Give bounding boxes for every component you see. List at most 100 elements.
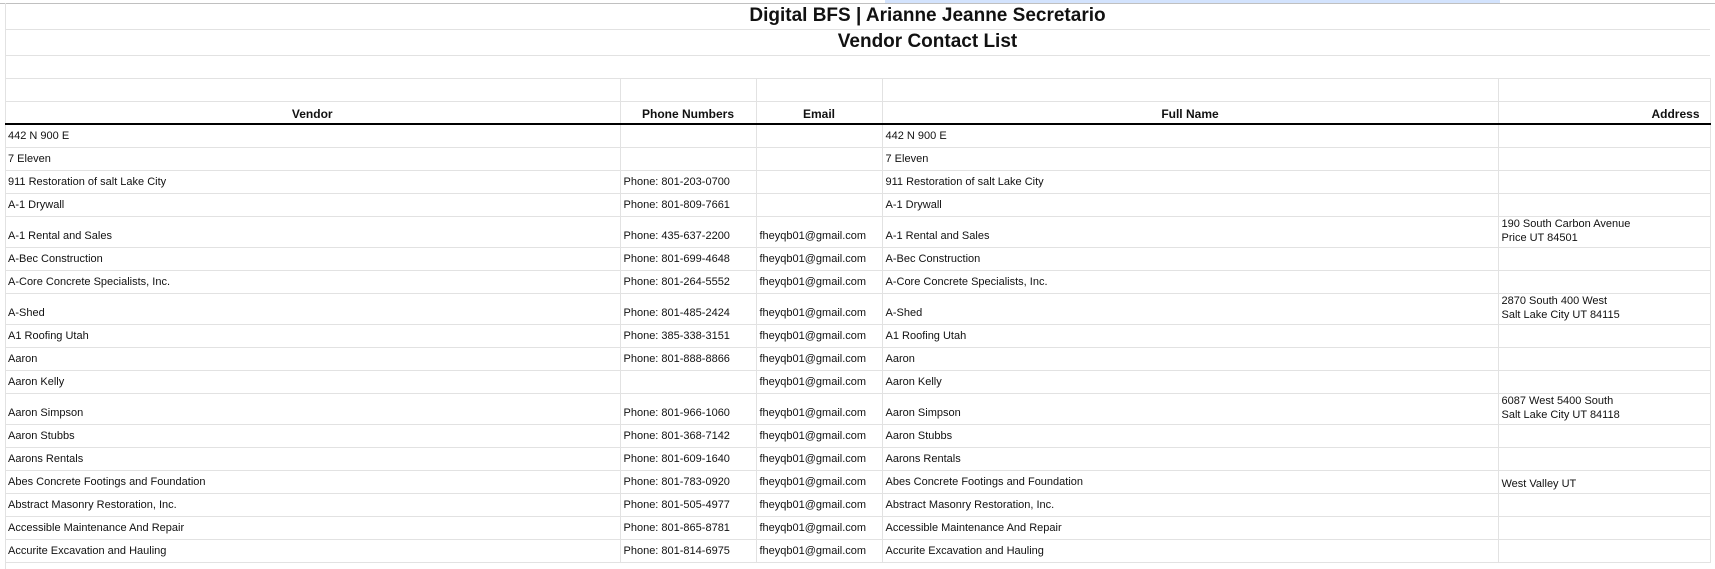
cell-phone[interactable]: Phone: 801-783-0920 (620, 470, 757, 494)
cell-full-name[interactable]: Aarons Rentals (882, 447, 1499, 471)
cell-full-name[interactable]: Aaron Simpson (882, 393, 1499, 425)
cell-phone[interactable]: Phone: 435-637-2200 (620, 216, 757, 248)
cell-address[interactable] (1498, 324, 1711, 348)
cell-address[interactable] (1498, 124, 1711, 148)
cell-full-name[interactable]: Aaron Stubbs (882, 424, 1499, 448)
cell-phone[interactable]: Phone: 801-809-7661 (620, 193, 757, 217)
cell-email[interactable]: fheyqb01@gmail.com (756, 216, 883, 248)
cell-email[interactable] (756, 193, 883, 217)
cell-full-name[interactable]: A-Shed (882, 293, 1499, 325)
cell-full-name[interactable]: 442 N 900 E (882, 124, 1499, 148)
cell-address[interactable] (1498, 170, 1711, 194)
cell-phone[interactable]: Phone: 801-888-8866 (620, 347, 757, 371)
cell-email[interactable]: fheyqb01@gmail.com (756, 424, 883, 448)
cell-vendor[interactable]: A-Bec Construction (5, 247, 621, 271)
cell-vendor[interactable]: 911 Restoration of salt Lake City (5, 170, 621, 194)
cell-address[interactable] (1498, 147, 1711, 171)
cell-full-name[interactable]: Abstract Masonry Restoration, Inc. (882, 493, 1499, 517)
empty-cell[interactable] (1498, 78, 1711, 102)
cell-full-name[interactable]: A-1 Drywall (882, 193, 1499, 217)
header-phone-numbers[interactable]: Phone Numbers (620, 101, 757, 125)
cell-full-name[interactable]: Accessible Maintenance And Repair (882, 516, 1499, 540)
cell-vendor[interactable]: Accessible Maintenance And Repair (5, 516, 621, 540)
cell-email[interactable]: fheyqb01@gmail.com (756, 270, 883, 294)
empty-cell[interactable] (620, 78, 757, 102)
header-full-name[interactable]: Full Name (882, 101, 1499, 125)
cell-address[interactable] (1498, 516, 1711, 540)
cell-full-name[interactable]: A-Bec Construction (882, 247, 1499, 271)
cell-phone[interactable] (620, 124, 757, 148)
cell-vendor[interactable]: 442 N 900 E (5, 124, 621, 148)
empty-cell[interactable] (882, 78, 1499, 102)
cell-address[interactable] (1498, 270, 1711, 294)
cell-email[interactable]: fheyqb01@gmail.com (756, 247, 883, 271)
cell-vendor[interactable]: Aaron (5, 347, 621, 371)
cell-email[interactable] (756, 147, 883, 171)
cell-vendor[interactable]: Aaron Kelly (5, 370, 621, 394)
cell-address[interactable] (1498, 247, 1711, 271)
cell-vendor[interactable]: A-1 Rental and Sales (5, 216, 621, 248)
cell-vendor[interactable]: A-1 Drywall (5, 193, 621, 217)
cell-phone[interactable]: Phone: 801-814-6975 (620, 539, 757, 563)
empty-cell[interactable] (756, 78, 883, 102)
cell-phone[interactable] (620, 370, 757, 394)
cell-full-name[interactable]: Aaron (882, 347, 1499, 371)
cell-full-name[interactable]: Aaron Kelly (882, 370, 1499, 394)
header-address[interactable]: Address (1498, 101, 1711, 125)
cell-vendor[interactable]: 7 Eleven (5, 147, 621, 171)
cell-email[interactable]: fheyqb01@gmail.com (756, 539, 883, 563)
cell-vendor[interactable]: Aaron Simpson (5, 393, 621, 425)
cell-address[interactable]: West Valley UT (1498, 470, 1711, 494)
sheet-title-cell[interactable]: Digital BFS | Arianne Jeanne Secretario (5, 3, 1710, 30)
sheet-subtitle-cell[interactable]: Vendor Contact List (5, 29, 1710, 56)
cell-email[interactable]: fheyqb01@gmail.com (756, 470, 883, 494)
cell-full-name[interactable]: 7 Eleven (882, 147, 1499, 171)
cell-phone[interactable]: Phone: 385-338-3151 (620, 324, 757, 348)
cell-address[interactable]: 190 South Carbon Avenue Price UT 84501 (1498, 216, 1711, 248)
cell-address[interactable] (1498, 424, 1711, 448)
cell-email[interactable] (756, 170, 883, 194)
cell-email[interactable] (756, 124, 883, 148)
cell-phone[interactable]: Phone: 801-368-7142 (620, 424, 757, 448)
cell-full-name[interactable]: A1 Roofing Utah (882, 324, 1499, 348)
cell-address[interactable]: 2870 South 400 West Salt Lake City UT 84… (1498, 293, 1711, 325)
cell-vendor[interactable]: Abstract Masonry Restoration, Inc. (5, 493, 621, 517)
cell-phone[interactable]: Phone: 801-966-1060 (620, 393, 757, 425)
cell-full-name[interactable]: 911 Restoration of salt Lake City (882, 170, 1499, 194)
cell-email[interactable]: fheyqb01@gmail.com (756, 347, 883, 371)
cell-address[interactable] (1498, 539, 1711, 563)
cell-email[interactable]: fheyqb01@gmail.com (756, 393, 883, 425)
cell-address[interactable] (1498, 193, 1711, 217)
cell-email[interactable]: fheyqb01@gmail.com (756, 447, 883, 471)
header-email[interactable]: Email (756, 101, 883, 125)
cell-vendor[interactable]: Aaron Stubbs (5, 424, 621, 448)
cell-address[interactable] (1498, 370, 1711, 394)
cell-email[interactable]: fheyqb01@gmail.com (756, 516, 883, 540)
cell-vendor[interactable]: A-Shed (5, 293, 621, 325)
empty-cell[interactable] (5, 78, 621, 102)
cell-full-name[interactable]: A-Core Concrete Specialists, Inc. (882, 270, 1499, 294)
empty-row[interactable] (5, 55, 1710, 79)
cell-vendor[interactable]: Aarons Rentals (5, 447, 621, 471)
cell-vendor[interactable]: A1 Roofing Utah (5, 324, 621, 348)
cell-phone[interactable]: Phone: 801-485-2424 (620, 293, 757, 325)
cell-vendor[interactable]: A-Core Concrete Specialists, Inc. (5, 270, 621, 294)
cell-email[interactable]: fheyqb01@gmail.com (756, 493, 883, 517)
cell-phone[interactable]: Phone: 801-264-5552 (620, 270, 757, 294)
cell-email[interactable]: fheyqb01@gmail.com (756, 324, 883, 348)
cell-phone[interactable]: Phone: 801-609-1640 (620, 447, 757, 471)
cell-email[interactable]: fheyqb01@gmail.com (756, 293, 883, 325)
cell-address[interactable]: 6087 West 5400 South Salt Lake City UT 8… (1498, 393, 1711, 425)
cell-address[interactable] (1498, 493, 1711, 517)
cell-vendor[interactable]: Abes Concrete Footings and Foundation (5, 470, 621, 494)
cell-phone[interactable]: Phone: 801-203-0700 (620, 170, 757, 194)
cell-full-name[interactable]: Accurite Excavation and Hauling (882, 539, 1499, 563)
header-vendor[interactable]: Vendor (5, 101, 621, 125)
cell-phone[interactable]: Phone: 801-865-8781 (620, 516, 757, 540)
cell-phone[interactable]: Phone: 801-699-4648 (620, 247, 757, 271)
cell-full-name[interactable]: A-1 Rental and Sales (882, 216, 1499, 248)
cell-address[interactable] (1498, 347, 1711, 371)
cell-vendor[interactable]: Accurite Excavation and Hauling (5, 539, 621, 563)
cell-email[interactable]: fheyqb01@gmail.com (756, 370, 883, 394)
cell-full-name[interactable]: Abes Concrete Footings and Foundation (882, 470, 1499, 494)
